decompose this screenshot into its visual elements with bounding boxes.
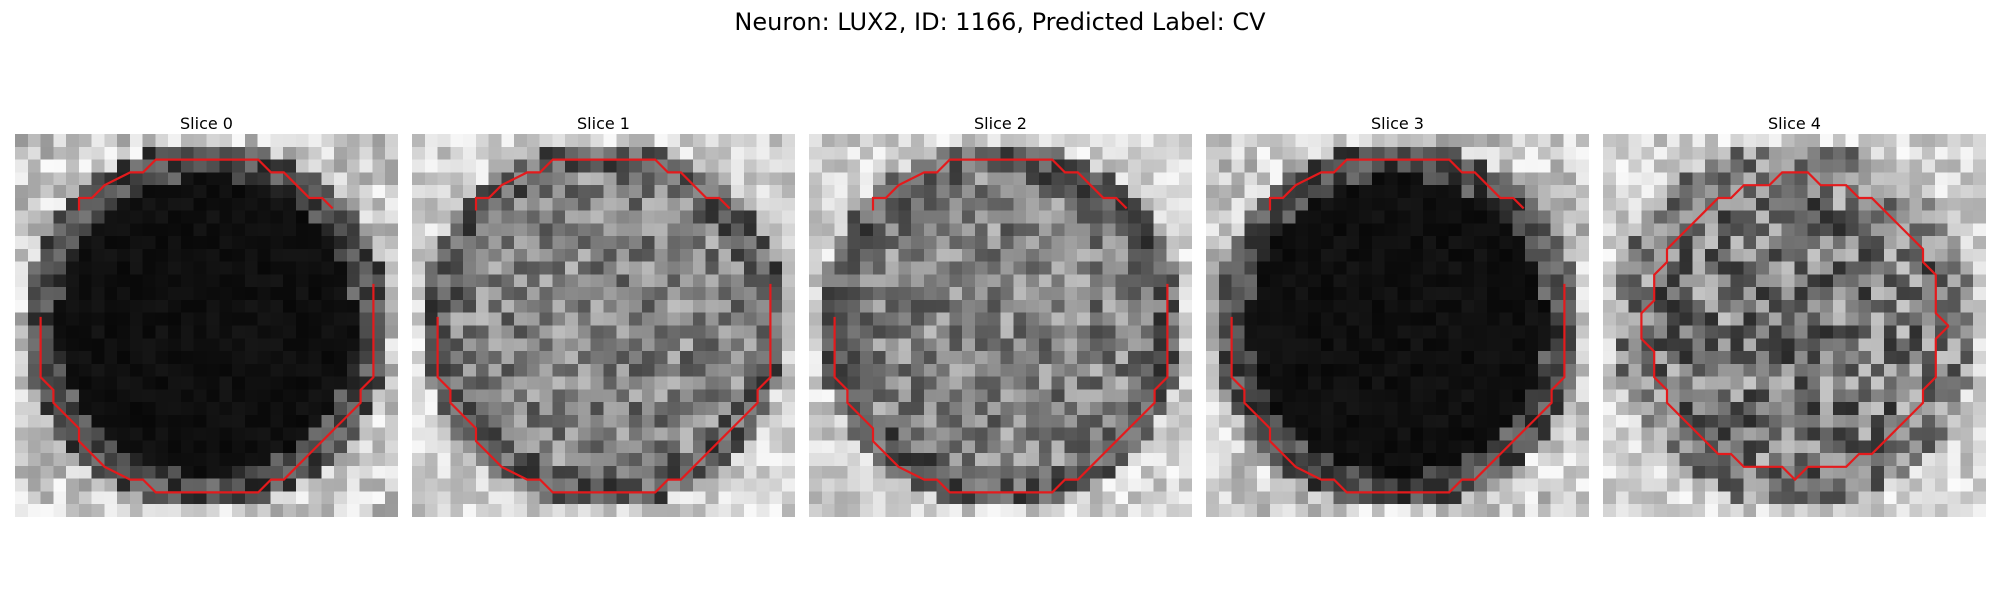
slice-panel-0: Slice 0 bbox=[15, 114, 398, 517]
contour-line bbox=[436, 158, 772, 494]
slice-panel-3: Slice 3 bbox=[1206, 114, 1589, 517]
slice-title: Slice 0 bbox=[180, 114, 233, 133]
cell-contour bbox=[39, 158, 375, 494]
slice-title: Slice 3 bbox=[1371, 114, 1424, 133]
cell-contour bbox=[436, 158, 772, 494]
slice-image bbox=[1603, 134, 1986, 517]
contour-line bbox=[1230, 158, 1566, 494]
figure-title: Neuron: LUX2, ID: 1166, Predicted Label:… bbox=[734, 8, 1266, 36]
slice-panel-1: Slice 1 bbox=[412, 114, 795, 517]
slice-panel-2: Slice 2 bbox=[809, 114, 1192, 517]
slice-title: Slice 4 bbox=[1768, 114, 1821, 133]
cell-contour bbox=[833, 158, 1169, 494]
slice-title: Slice 1 bbox=[577, 114, 630, 133]
cell-contour bbox=[1230, 158, 1566, 494]
cell-contour bbox=[1640, 171, 1950, 482]
slice-panel-4: Slice 4 bbox=[1603, 114, 1986, 517]
contour-line bbox=[39, 158, 375, 494]
contour-line bbox=[833, 158, 1169, 494]
slice-title: Slice 2 bbox=[974, 114, 1027, 133]
contour-line bbox=[1640, 171, 1950, 482]
